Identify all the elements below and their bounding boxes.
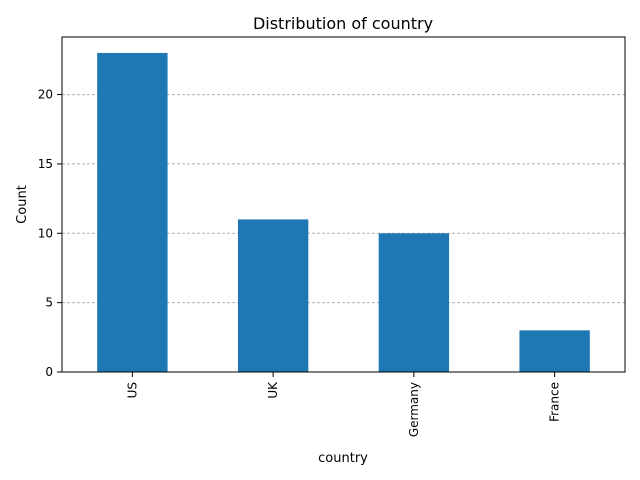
bar-us xyxy=(97,52,168,372)
y-tick-label: 0 xyxy=(45,365,53,379)
bars-layer xyxy=(97,52,590,372)
x-tick-label: US xyxy=(125,382,139,398)
y-tick-label: 20 xyxy=(38,88,53,102)
y-tick-label: 5 xyxy=(45,296,53,310)
bar-uk xyxy=(237,219,309,372)
y-axis-label: Count xyxy=(15,185,30,224)
x-tick-label: France xyxy=(548,382,562,422)
bar-france xyxy=(519,330,590,372)
y-axis: 0 5 10 15 20 xyxy=(38,88,62,379)
y-tick-label: 10 xyxy=(38,226,53,240)
x-axis-label: country xyxy=(318,451,368,466)
x-tick-label: Germany xyxy=(407,382,421,437)
bar-germany xyxy=(378,233,450,372)
y-tick-label: 15 xyxy=(38,157,53,171)
plot-frame xyxy=(61,36,626,373)
grid-layer xyxy=(62,94,625,304)
x-axis: US UK Germany France xyxy=(125,372,562,437)
x-tick-label: UK xyxy=(266,381,280,399)
chart-title: Distribution of country xyxy=(253,14,433,33)
